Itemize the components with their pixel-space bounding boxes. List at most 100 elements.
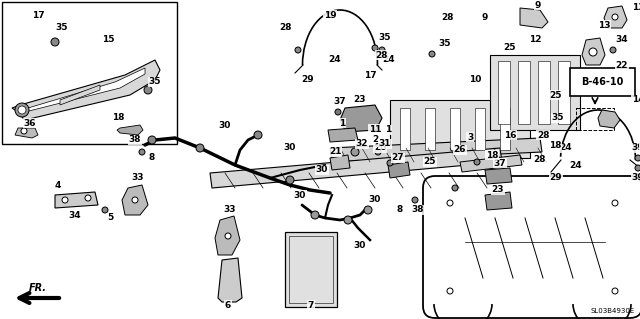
Text: 9: 9 bbox=[482, 13, 488, 23]
Text: 15: 15 bbox=[102, 35, 115, 44]
Polygon shape bbox=[328, 128, 358, 142]
Circle shape bbox=[311, 211, 319, 219]
Polygon shape bbox=[210, 148, 502, 188]
Circle shape bbox=[132, 197, 138, 203]
Text: 25: 25 bbox=[424, 158, 436, 167]
Text: 24: 24 bbox=[383, 56, 396, 64]
Text: 34: 34 bbox=[68, 211, 81, 219]
Circle shape bbox=[225, 233, 231, 239]
Text: 37: 37 bbox=[333, 98, 346, 107]
Text: 3: 3 bbox=[467, 132, 473, 142]
Circle shape bbox=[85, 195, 91, 201]
Text: 28: 28 bbox=[376, 50, 388, 60]
Text: 35: 35 bbox=[552, 114, 564, 122]
Circle shape bbox=[375, 149, 381, 155]
Text: 33: 33 bbox=[224, 205, 236, 214]
Polygon shape bbox=[122, 185, 148, 215]
Bar bbox=[285, 232, 337, 307]
Text: 2: 2 bbox=[372, 136, 378, 145]
Text: 24: 24 bbox=[560, 144, 572, 152]
Text: 35: 35 bbox=[148, 78, 161, 86]
Text: 17: 17 bbox=[364, 70, 376, 79]
Circle shape bbox=[447, 288, 453, 294]
Polygon shape bbox=[330, 155, 350, 170]
Text: 35: 35 bbox=[379, 33, 391, 42]
Text: 8: 8 bbox=[149, 153, 155, 162]
Text: 8: 8 bbox=[397, 205, 403, 214]
Text: 30: 30 bbox=[354, 241, 366, 249]
Text: 21: 21 bbox=[329, 147, 341, 157]
Circle shape bbox=[344, 216, 352, 224]
Text: 30: 30 bbox=[294, 190, 306, 199]
Bar bbox=[289, 236, 333, 303]
Bar bbox=[500, 108, 510, 150]
Circle shape bbox=[18, 106, 26, 114]
Text: B-46-10: B-46-10 bbox=[581, 77, 623, 87]
Circle shape bbox=[51, 38, 59, 46]
Text: 18: 18 bbox=[486, 151, 499, 160]
Bar bbox=[518, 61, 530, 124]
Circle shape bbox=[379, 47, 385, 53]
Circle shape bbox=[612, 288, 618, 294]
Circle shape bbox=[62, 197, 68, 203]
Text: 33: 33 bbox=[132, 174, 144, 182]
Text: 9: 9 bbox=[535, 1, 541, 10]
Text: 16: 16 bbox=[504, 130, 516, 139]
Text: 30: 30 bbox=[369, 196, 381, 204]
Text: 39: 39 bbox=[632, 174, 640, 182]
Bar bbox=[558, 61, 570, 124]
Text: 11: 11 bbox=[369, 124, 381, 133]
Circle shape bbox=[364, 206, 372, 214]
Circle shape bbox=[612, 200, 618, 206]
Text: 38: 38 bbox=[129, 136, 141, 145]
Text: 39: 39 bbox=[632, 144, 640, 152]
Text: 27: 27 bbox=[392, 153, 404, 162]
Circle shape bbox=[474, 159, 480, 165]
Bar bbox=[570, 68, 635, 96]
Polygon shape bbox=[520, 8, 548, 28]
Bar bbox=[2, 2, 177, 144]
Circle shape bbox=[452, 185, 458, 191]
Text: 18: 18 bbox=[112, 114, 124, 122]
Text: 20: 20 bbox=[374, 144, 386, 152]
Circle shape bbox=[387, 160, 393, 166]
Text: 13: 13 bbox=[632, 4, 640, 12]
Polygon shape bbox=[60, 85, 100, 105]
Text: 34: 34 bbox=[616, 35, 628, 44]
Circle shape bbox=[286, 176, 294, 184]
Text: 30: 30 bbox=[219, 121, 231, 130]
Polygon shape bbox=[485, 192, 512, 210]
Circle shape bbox=[335, 109, 341, 115]
Text: 1: 1 bbox=[385, 125, 391, 135]
Polygon shape bbox=[12, 60, 160, 120]
Text: 6: 6 bbox=[225, 300, 231, 309]
Text: 12: 12 bbox=[529, 35, 541, 44]
Text: 31: 31 bbox=[379, 139, 391, 149]
Text: 7: 7 bbox=[308, 300, 314, 309]
Polygon shape bbox=[330, 138, 542, 162]
Text: 28: 28 bbox=[442, 13, 454, 23]
Bar bbox=[425, 108, 435, 150]
Text: 5: 5 bbox=[107, 213, 113, 222]
Text: 24: 24 bbox=[329, 56, 341, 64]
Text: 28: 28 bbox=[537, 130, 549, 139]
Circle shape bbox=[254, 131, 262, 139]
Text: 17: 17 bbox=[32, 11, 44, 19]
Circle shape bbox=[447, 200, 453, 206]
Polygon shape bbox=[117, 125, 143, 135]
Text: 25: 25 bbox=[548, 91, 561, 100]
Text: 37: 37 bbox=[493, 159, 506, 167]
Circle shape bbox=[635, 165, 640, 171]
Text: 29: 29 bbox=[301, 76, 314, 85]
Circle shape bbox=[635, 155, 640, 161]
Text: 23: 23 bbox=[492, 186, 504, 195]
Polygon shape bbox=[582, 38, 605, 65]
Text: 28: 28 bbox=[279, 24, 291, 33]
Polygon shape bbox=[604, 6, 627, 28]
Text: 10: 10 bbox=[469, 76, 481, 85]
Text: 35: 35 bbox=[439, 40, 451, 48]
Text: 13: 13 bbox=[598, 20, 611, 29]
Text: 25: 25 bbox=[504, 42, 516, 51]
Bar bbox=[400, 108, 410, 150]
Bar bbox=[498, 61, 510, 124]
